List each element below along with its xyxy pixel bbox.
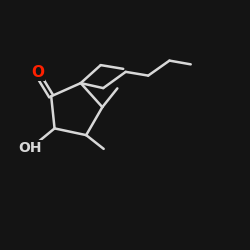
- Text: O: O: [31, 65, 44, 80]
- Text: OH: OH: [18, 142, 41, 156]
